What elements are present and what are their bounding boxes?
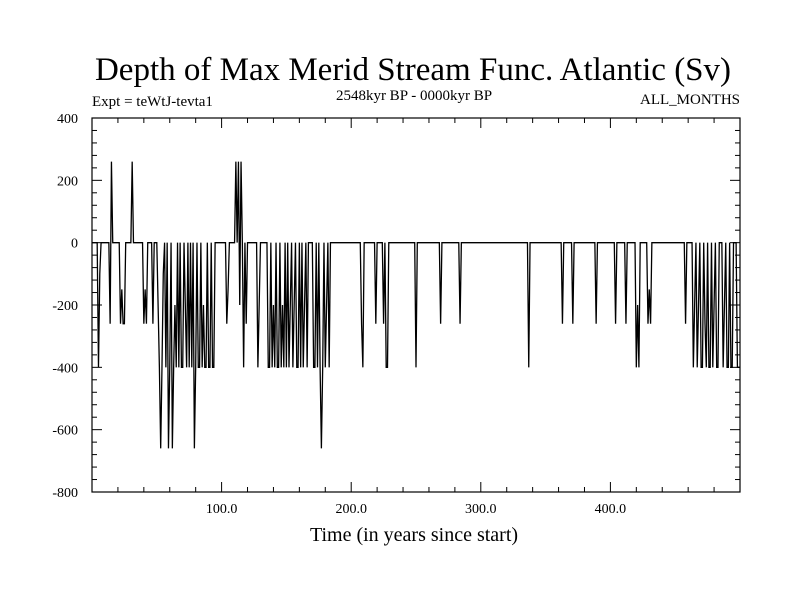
y-tick-label: -600 xyxy=(52,424,78,439)
series-line xyxy=(92,161,740,449)
x-tick-label: 100.0 xyxy=(206,502,238,517)
y-tick-label: 400 xyxy=(57,112,78,127)
x-tick-label: 400.0 xyxy=(595,502,627,517)
y-tick-label: 0 xyxy=(71,237,78,252)
time-range-label: 2548kyr BP - 0000kyr BP xyxy=(336,88,492,104)
chart-title: Depth of Max Merid Stream Func. Atlantic… xyxy=(95,52,731,88)
experiment-label: Expt = teWtJ-tevta1 xyxy=(92,94,213,110)
y-tick-label: -800 xyxy=(52,486,78,501)
y-tick-label: 200 xyxy=(57,174,78,189)
y-tick-label: -400 xyxy=(52,361,78,376)
x-axis-label: Time (in years since start) xyxy=(310,524,518,546)
plot-area: 100.0 200.0 300.0 400.0 400 200 0 -200 -400 -600 -… xyxy=(52,112,741,517)
x-tick-label: 200.0 xyxy=(335,502,367,517)
y-tick-label: -200 xyxy=(52,299,78,314)
months-label: ALL_MONTHS xyxy=(640,92,740,108)
x-tick-label: 300.0 xyxy=(465,502,497,517)
